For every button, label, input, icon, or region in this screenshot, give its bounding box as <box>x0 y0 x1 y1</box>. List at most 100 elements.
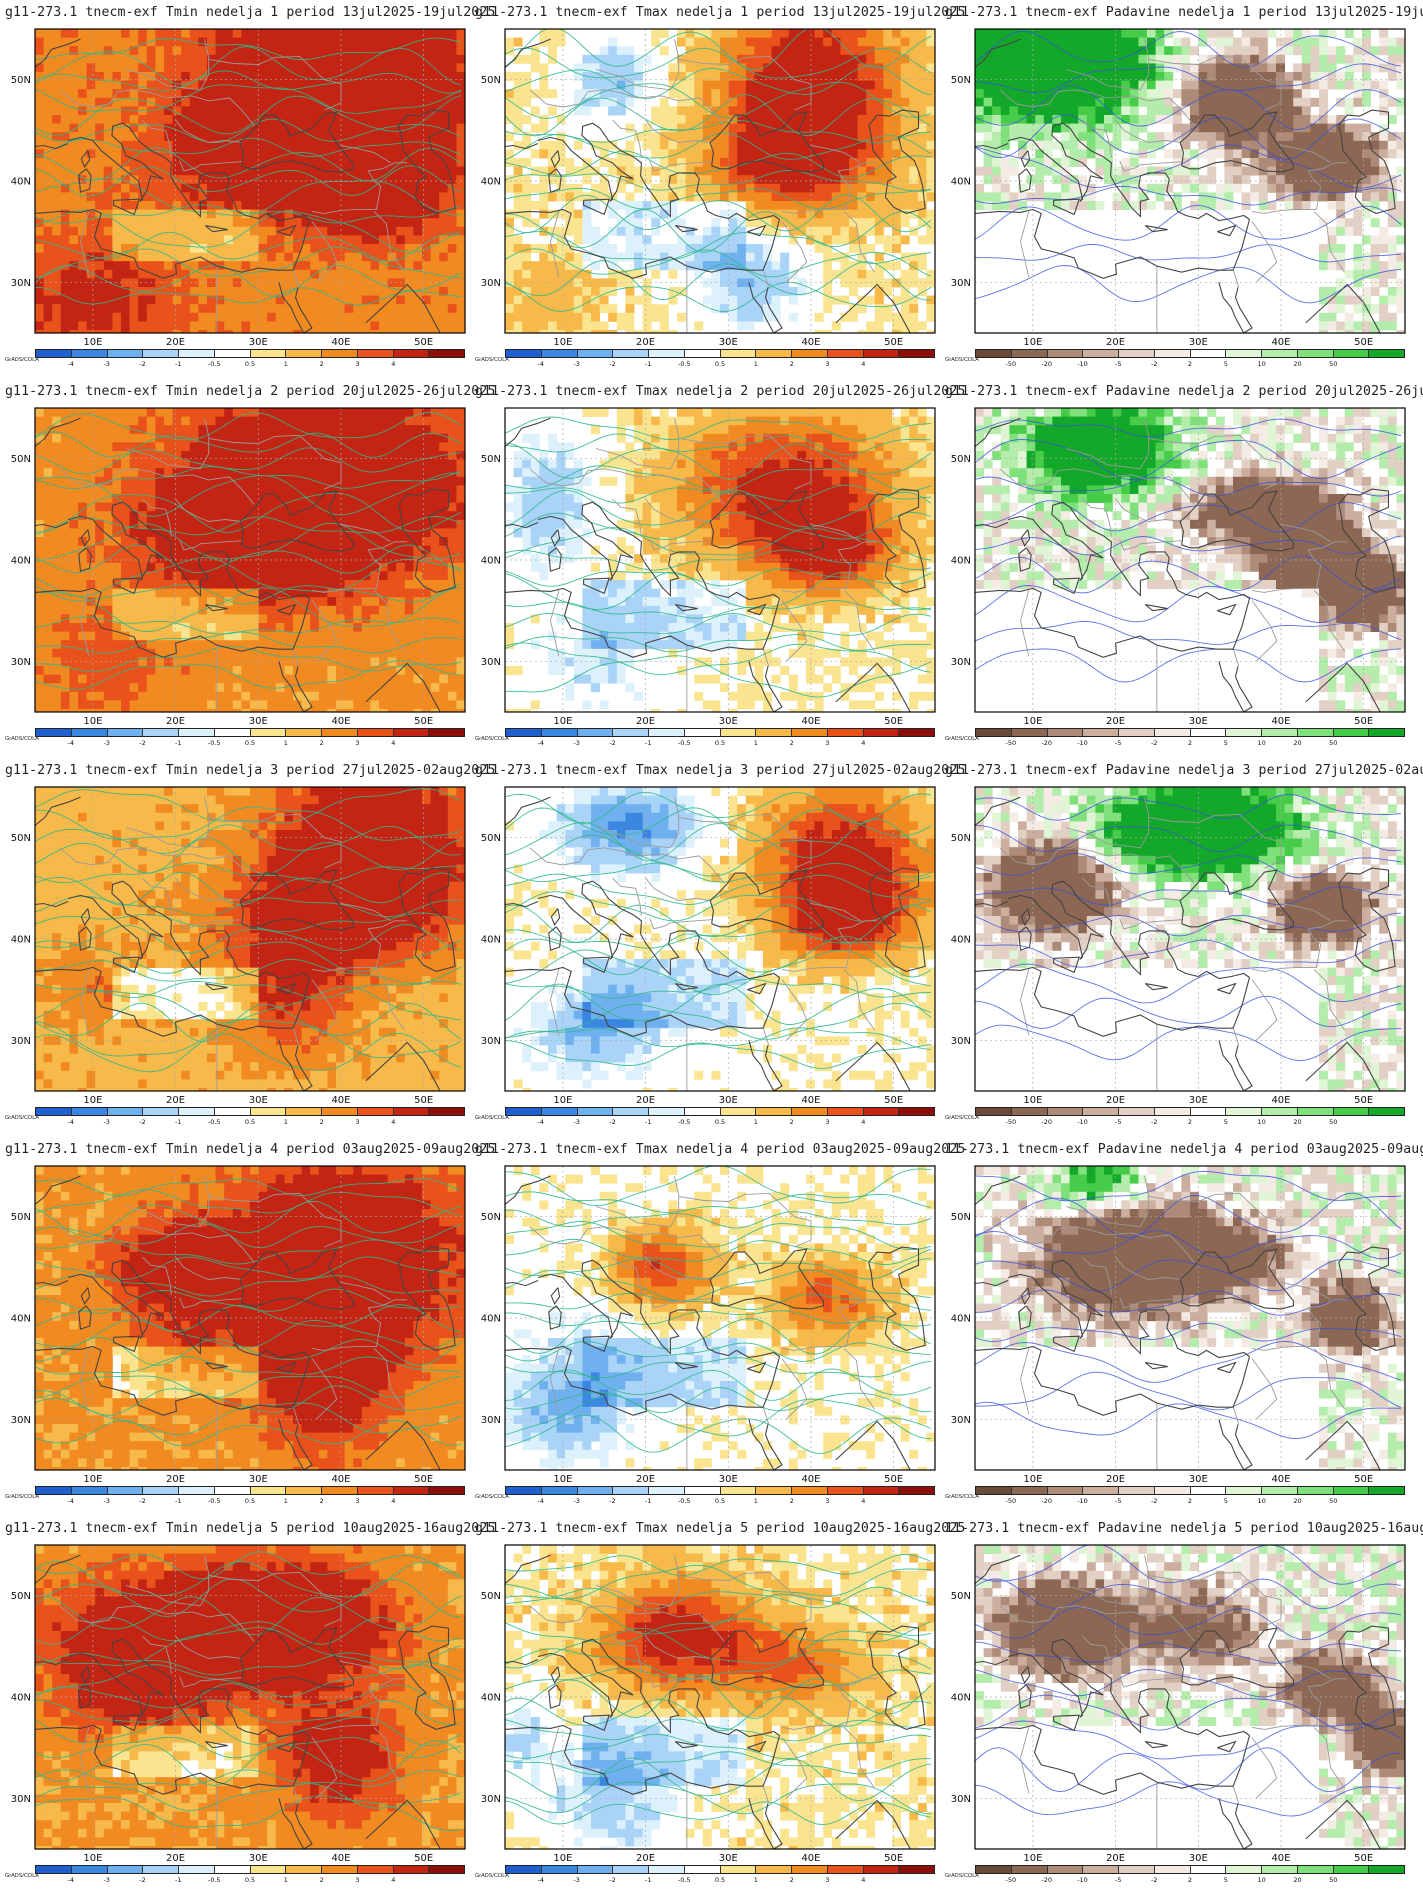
map-panel: g11-273.1 tnecm-exf Padavine nedelja 3 p… <box>945 763 1423 1133</box>
color-scale-swatch <box>286 1487 322 1494</box>
lon-tick-label: 30E <box>249 1853 268 1864</box>
color-scale-label: -1 <box>645 1497 651 1505</box>
color-scale-swatch <box>506 729 542 736</box>
color-scale-label: 2 <box>1188 1118 1192 1126</box>
map-frame <box>974 786 1406 1092</box>
lon-tick-label: 40E <box>801 1474 820 1485</box>
color-scale-swatch <box>577 729 614 736</box>
color-scale-label: 0.5 <box>245 1118 255 1126</box>
lon-tick-label: 10E <box>1023 1474 1042 1485</box>
color-scale-swatch <box>649 1866 685 1873</box>
lon-tick-label: 10E <box>83 1853 102 1864</box>
color-scale-label: 0.5 <box>245 1876 255 1884</box>
color-scale-swatch <box>357 729 394 736</box>
color-scale-label: -10 <box>1077 360 1088 368</box>
climatology-contours <box>505 29 932 312</box>
lat-tick-label: 40N <box>481 177 501 188</box>
color-scale-label: 0.5 <box>245 739 255 747</box>
color-scale-swatch <box>1011 1866 1048 1873</box>
graticule <box>505 1166 935 1470</box>
color-scale-label: -5 <box>1115 1497 1121 1505</box>
color-scale-label: 2 <box>320 360 324 368</box>
color-scale-swatch <box>827 1487 864 1494</box>
lat-tick-label: 50N <box>481 1591 501 1602</box>
country-borders <box>59 796 408 1091</box>
color-scale-swatch <box>756 729 792 736</box>
color-scale-label: 3 <box>355 1497 359 1505</box>
color-scale-label: 1 <box>754 1497 758 1505</box>
coastlines <box>505 1554 926 1849</box>
color-scale-label: 4 <box>861 1118 865 1126</box>
panel-title: g11-273.1 tnecm-exf Tmax nedelja 3 perio… <box>475 763 965 778</box>
country-borders <box>529 417 878 712</box>
grads-credit: GrADS/COLA <box>945 736 979 742</box>
lat-tick-label: 40N <box>951 1314 971 1325</box>
color-scale-label: 0.5 <box>715 1497 725 1505</box>
color-scale-label: 5 <box>1224 1118 1228 1126</box>
color-scale-label: 3 <box>825 1118 829 1126</box>
color-scale-swatch <box>357 1866 394 1873</box>
color-scale-swatch <box>863 729 900 736</box>
color-scale-label: 50 <box>1329 1876 1337 1884</box>
lon-tick-label: 10E <box>83 337 102 348</box>
color-scale-swatch <box>1190 729 1227 736</box>
color-scale-swatch <box>863 1108 900 1115</box>
color-scale-swatch <box>720 729 757 736</box>
color-scale-swatch <box>214 1108 251 1115</box>
color-scale-label: -4 <box>538 739 544 747</box>
map-plot: 50N 40N 30N 10E 20E 30E 40E 50E <box>481 407 936 727</box>
lat-tick-label: 50N <box>951 833 971 844</box>
color-scale-label: 2 <box>790 739 794 747</box>
climatology-contours <box>35 37 462 306</box>
color-scale-label: 2 <box>790 1497 794 1505</box>
color-scale-label: -0.5 <box>208 1876 221 1884</box>
lat-tick-label: 40N <box>951 556 971 567</box>
lon-tick-label: 20E <box>1106 1095 1125 1106</box>
color-scale-swatch <box>756 1866 792 1873</box>
lon-tick-label: 10E <box>553 337 572 348</box>
color-scale-labels: -4 -3 -2 -1 -0.5 0.5 1 2 3 4 <box>505 360 935 368</box>
color-scale-swatch <box>393 1866 430 1873</box>
color-scale-swatch <box>792 1866 828 1873</box>
color-scale-bar <box>505 1107 935 1116</box>
color-scale-label: -0.5 <box>208 739 221 747</box>
color-scale-label: -5 <box>1115 360 1121 368</box>
color-scale-swatch <box>899 1866 934 1873</box>
lat-tick-label: 50N <box>11 75 31 86</box>
panel-title: g11-273.1 tnecm-exf Padavine nedelja 3 p… <box>945 763 1423 778</box>
color-scale-label: 20 <box>1293 1876 1301 1884</box>
color-scale-swatch <box>1119 729 1155 736</box>
color-scale-swatch <box>250 1108 287 1115</box>
color-scale-swatch <box>863 350 900 357</box>
color-scale-label: 1 <box>284 360 288 368</box>
color-scale-swatch <box>613 1866 649 1873</box>
color-scale-swatch <box>1011 729 1048 736</box>
anomaly-shading <box>35 408 465 712</box>
color-scale-label: -3 <box>573 739 579 747</box>
map-plot: 50N 40N 30N 10E 20E 30E 40E 50E <box>481 786 936 1106</box>
color-scale-label: 3 <box>355 739 359 747</box>
color-scale-label: -4 <box>68 1118 74 1126</box>
map-frame <box>504 1544 936 1850</box>
color-scale-swatch <box>179 1866 215 1873</box>
color-scale-label: 0.5 <box>715 360 725 368</box>
lon-tick-label: 50E <box>884 1474 903 1485</box>
coastlines <box>505 38 926 333</box>
color-scale-swatch <box>863 1866 900 1873</box>
color-scale-label: -1 <box>175 1876 181 1884</box>
lon-tick-label: 50E <box>414 1095 433 1106</box>
color-scale-swatch <box>107 1487 144 1494</box>
map-plot: 50N 40N 30N 10E 20E 30E 40E 50E <box>11 1544 466 1864</box>
color-scale-label: -2 <box>609 1118 615 1126</box>
color-scale-label: -2 <box>1151 1118 1157 1126</box>
map-frame <box>34 1165 466 1471</box>
color-scale-label: -1 <box>645 1876 651 1884</box>
color-scale-bar <box>35 1107 465 1116</box>
color-scale-label: 20 <box>1293 1497 1301 1505</box>
color-scale-swatch <box>792 1108 828 1115</box>
color-scale-label: -50 <box>1005 1497 1016 1505</box>
lon-tick-label: 10E <box>1023 1095 1042 1106</box>
color-scale-swatch <box>286 350 322 357</box>
lon-tick-label: 10E <box>1023 337 1042 348</box>
coastlines <box>975 417 1396 712</box>
